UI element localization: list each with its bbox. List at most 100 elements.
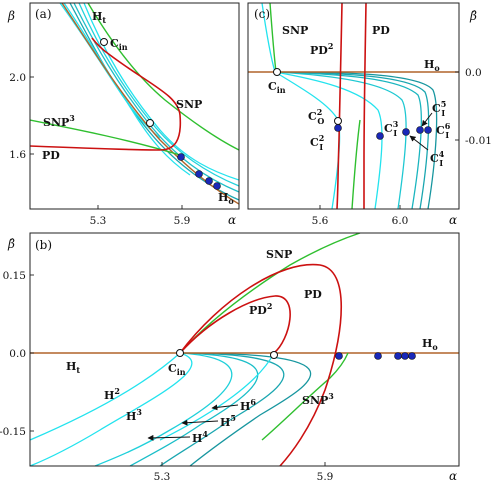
panel-b-h3-curve <box>30 352 193 466</box>
panel-b-h6-label: H6 <box>240 397 256 413</box>
panel-c-cyan-6 <box>274 71 438 209</box>
panel-c-xlabel: α <box>449 213 457 227</box>
panel-b-xtick-label-1: 5.3 <box>154 471 171 483</box>
panel-a-cin-label: Cin <box>110 37 128 52</box>
panel-a-ho-label: Ho <box>218 191 234 206</box>
panel-b-h2-curve <box>30 352 181 441</box>
panel-b-h2-label: H2 <box>104 386 120 402</box>
panel-b-pd2-label: PD2 <box>249 301 272 317</box>
panel-c-snp-label: SNP <box>282 24 308 37</box>
panel-b-dot-1 <box>335 352 343 360</box>
panel-b-pd2-line <box>179 295 291 354</box>
panel-c-xtick-label-1: 5.6 <box>312 215 329 227</box>
panel-a-cyan-family <box>59 3 239 201</box>
panel-c-ci3-point <box>376 132 384 140</box>
panel-c-ci6-label: C6 I <box>436 121 451 140</box>
panel-a-pd-label: PD <box>42 149 60 162</box>
panel-b-ht-label: Ht <box>66 360 80 375</box>
panel-c-ci6-point <box>424 126 432 134</box>
panel-c-ci4-arrow <box>409 135 429 151</box>
panel-a-cyan-5 <box>63 3 191 176</box>
panel-c-ci5-point <box>416 126 424 134</box>
panel-c-cyan-2 <box>274 71 383 209</box>
panel-b-h3-label: H3 <box>126 407 142 423</box>
panel-c-xtick-label-2: 6.0 <box>392 215 409 227</box>
panel-a-ytick-label-1: 2.0 <box>9 72 26 84</box>
panel-c-co2-point <box>334 117 342 125</box>
panel-c: (c) SNP PD2 PD Ho Cin C2 O C2 I C3 I C5 I C6… <box>247 2 492 227</box>
panel-c-cin-point <box>273 68 281 76</box>
panel-b-curves <box>30 233 459 466</box>
panel-a-cyan-2 <box>73 3 239 193</box>
panel-a-dot-3 <box>205 177 213 185</box>
panel-b: (b) SNP PD PD2 Ho Ht Cin H2 H3 H4 H5 H6 … <box>0 232 460 483</box>
panel-a-cyan-4 <box>83 3 239 181</box>
panel-c-ci5-label: C5 I <box>432 99 446 118</box>
panel-a-snp3-label: SNP3 <box>43 113 75 129</box>
panel-b-dot-5 <box>408 352 416 360</box>
panel-a-cin-point <box>100 38 108 46</box>
panel-c-snp3-line <box>351 119 361 209</box>
panel-a-ht-label: Ht <box>92 10 106 25</box>
panel-b-dot-4 <box>401 352 409 360</box>
panel-b-h4-curve <box>94 352 233 466</box>
panel-b-xtick-label-2: 5.9 <box>317 471 334 483</box>
panel-b-cin-point <box>176 349 184 357</box>
panel-a-snp-label: SNP <box>176 98 202 111</box>
panel-a-cyan-3 <box>78 3 239 187</box>
panel-a-dot-2 <box>195 170 203 178</box>
panel-c-cyan-4 <box>274 71 422 209</box>
panel-b-snp-label: SNP <box>266 248 292 261</box>
panel-a-snp-line <box>87 3 239 151</box>
panel-b-pd-line <box>179 263 342 466</box>
panel-c-ci3-label: C3 I <box>384 119 399 138</box>
panel-b-xlabel: α <box>449 469 457 483</box>
panel-b-h4-label: H4 <box>192 429 208 445</box>
panel-b-ytick-label-3: -0.15 <box>0 426 26 438</box>
panel-b-h6-arrow <box>211 404 239 411</box>
panel-b-ylabel: β̂ <box>7 237 15 251</box>
panel-b-pd-label: PD <box>304 288 322 301</box>
panel-b-h5-arrow <box>181 419 219 426</box>
panel-b-tag: (b) <box>35 238 52 252</box>
panel-c-ytick-label-2: -0.01 <box>465 135 492 147</box>
panel-b-open-point <box>270 351 278 359</box>
panel-c-pd2-line <box>336 3 343 209</box>
panel-a-tag: (a) <box>35 7 52 21</box>
panel-b-dot-2 <box>374 352 382 360</box>
panel-c-ci4-label: C4 I <box>430 149 445 168</box>
panel-a-xtick-label-2: 5.9 <box>174 215 191 227</box>
panel-b-ho-label: Ho <box>422 337 438 352</box>
panel-b-ytick-label-2: 0.0 <box>9 348 26 360</box>
panel-c-ci4-point <box>402 128 410 136</box>
panel-c-pd-label: PD <box>372 24 390 37</box>
panel-a-xtick-label-1: 5.3 <box>90 215 107 227</box>
panel-b-snp3-label: SNP3 <box>302 391 334 407</box>
panel-a-curves <box>30 3 239 205</box>
panel-c-ci2-label: C2 I <box>310 133 324 152</box>
panel-c-pd-line <box>363 3 367 209</box>
panel-c-frame <box>247 2 460 210</box>
panel-b-cyan-extra <box>159 352 275 441</box>
panel-c-cyan-3 <box>274 71 407 209</box>
panel-c-ytick-label-1: 0.0 <box>465 67 482 79</box>
panel-c-tag: (c) <box>254 7 270 21</box>
panel-b-h6-curve <box>159 352 285 466</box>
panel-a-xlabel: α <box>228 213 236 227</box>
panel-b-ytick-label-1: 0.15 <box>3 270 26 282</box>
panel-c-cin-label: Cin <box>268 80 286 95</box>
panel-b-cin-label: Cin <box>168 362 186 377</box>
panel-b-h5-curve <box>129 352 259 466</box>
panel-b-h4-arrow <box>147 434 191 441</box>
panel-a-ylabel: β <box>7 9 15 23</box>
panel-b-dot-3 <box>394 352 402 360</box>
panel-c-cyan-5 <box>274 71 430 209</box>
panel-a-open-point <box>146 119 154 127</box>
panel-a-pd-line <box>30 37 182 151</box>
panel-b-h5-label: H5 <box>220 413 236 429</box>
panel-c-ci5-arrow <box>421 112 433 127</box>
panel-c-cyan-7 <box>261 3 276 73</box>
panel-c-ylabel: β̂ <box>469 9 477 23</box>
panel-b-snp3-line <box>261 352 349 441</box>
